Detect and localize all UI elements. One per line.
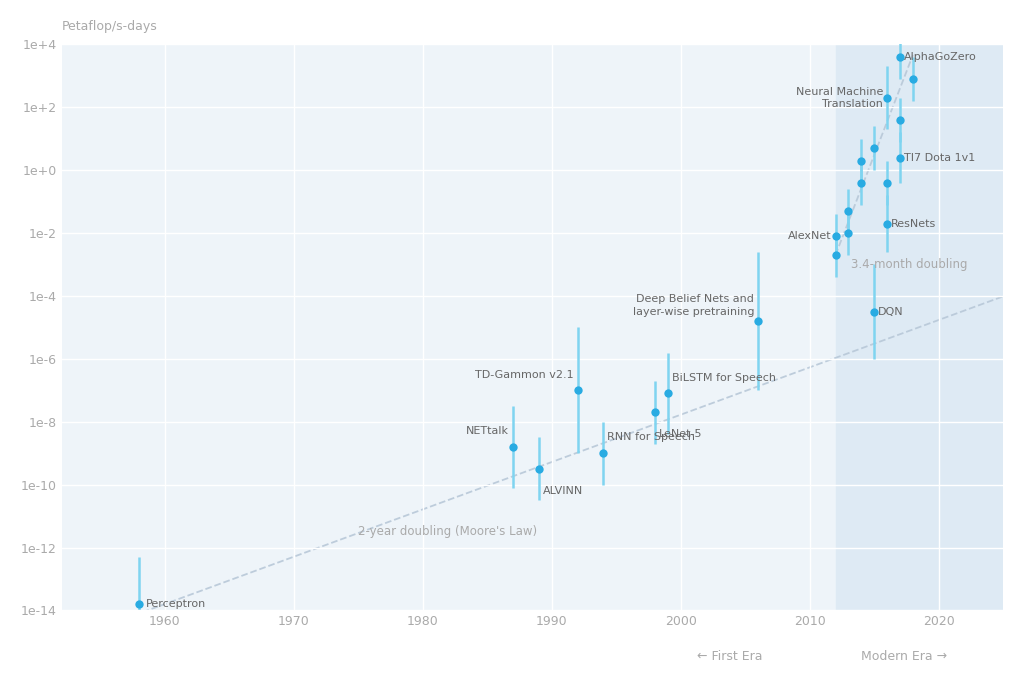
Text: AlphaGoZero: AlphaGoZero [904, 52, 977, 62]
Text: BiLSTM for Speech: BiLSTM for Speech [672, 373, 776, 383]
Text: 2-year doubling (Moore's Law): 2-year doubling (Moore's Law) [358, 525, 538, 538]
Text: LeNet-5: LeNet-5 [658, 429, 702, 439]
Text: Neural Machine
Translation: Neural Machine Translation [796, 86, 884, 109]
Text: Perceptron: Perceptron [145, 599, 206, 609]
Text: Petaflop/s-days: Petaflop/s-days [61, 20, 158, 33]
Text: Modern Era →: Modern Era → [861, 650, 947, 663]
Text: ResNets: ResNets [891, 219, 936, 229]
Text: AlexNet: AlexNet [788, 231, 831, 241]
Text: ALVINN: ALVINN [543, 486, 583, 496]
Text: Deep Belief Nets and
layer-wise pretraining: Deep Belief Nets and layer-wise pretrain… [633, 294, 755, 317]
Bar [836, 44, 1004, 610]
Text: NETtalk: NETtalk [466, 426, 509, 437]
Text: ← First Era: ← First Era [697, 650, 763, 663]
Text: RNN for Speech: RNN for Speech [607, 432, 695, 443]
Text: 3.4-month doubling: 3.4-month doubling [851, 258, 968, 271]
Text: TI7 Dota 1v1: TI7 Dota 1v1 [904, 153, 975, 163]
Text: DQN: DQN [878, 306, 904, 317]
Text: TD-Gammon v2.1: TD-Gammon v2.1 [475, 370, 573, 379]
